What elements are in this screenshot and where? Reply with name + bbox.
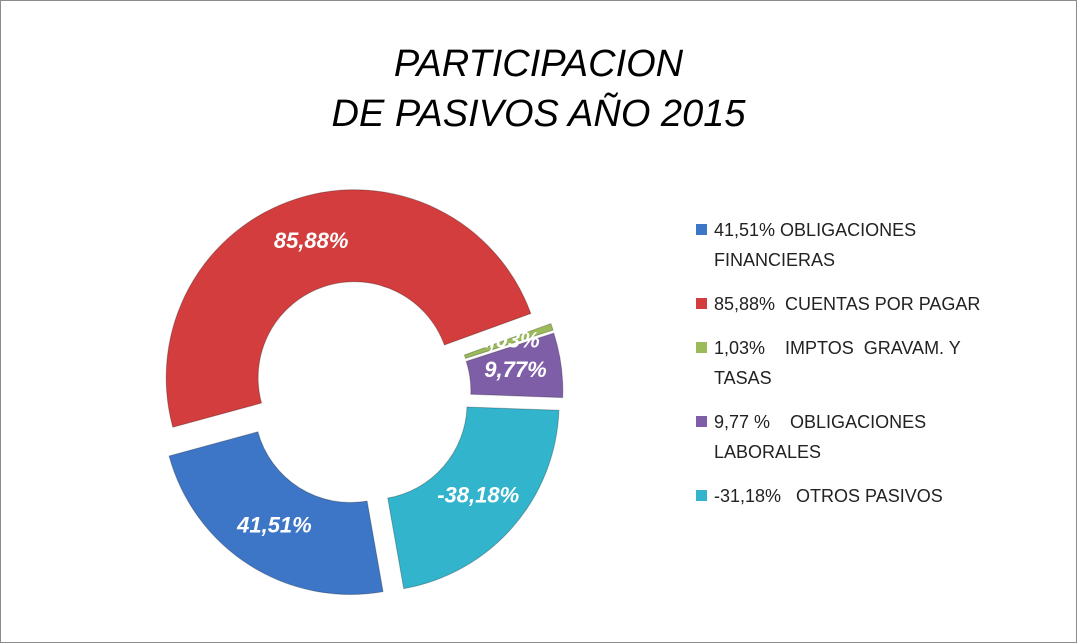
legend-swatch xyxy=(696,298,707,309)
legend-item: 9,77 % OBLIGACIONES LABORALES xyxy=(694,407,1014,467)
legend-swatch xyxy=(696,224,707,235)
donut-slice xyxy=(463,322,554,359)
donut-slice xyxy=(165,189,532,428)
legend-item: 41,51% OBLIGACIONES FINANCIERAS xyxy=(694,215,1014,275)
legend: 41,51% OBLIGACIONES FINANCIERAS 85,88% CU… xyxy=(694,215,1014,511)
data-label: 85,88% xyxy=(274,228,349,253)
donut-slice xyxy=(465,332,564,399)
legend-item: 1,03% IMPTOS GRAVAM. Y TASAS xyxy=(694,333,1014,393)
data-label: 9,77% xyxy=(484,357,546,382)
legend-swatch xyxy=(696,416,707,427)
legend-label: 9,77 % OBLIGACIONES LABORALES xyxy=(714,412,932,462)
legend-item: 85,88% CUENTAS POR PAGAR xyxy=(694,289,1014,319)
donut-slice xyxy=(168,431,384,596)
legend-item: -31,18% OTROS PASIVOS xyxy=(694,481,1014,511)
legend-label: 85,88% CUENTAS POR PAGAR xyxy=(714,294,981,314)
legend-label: 1,03% IMPTOS GRAVAM. Y TASAS xyxy=(714,338,966,388)
donut-slice xyxy=(387,406,560,590)
chart-title: PARTICIPACION DE PASIVOS AÑO 2015 xyxy=(331,43,746,135)
legend-swatch xyxy=(696,342,707,353)
legend-label: 41,51% OBLIGACIONES FINANCIERAS xyxy=(714,220,922,270)
data-label: 41,51% xyxy=(236,512,312,537)
data-label: 1,03% xyxy=(477,328,539,353)
legend-swatch xyxy=(696,490,707,501)
legend-label: -31,18% OTROS PASIVOS xyxy=(714,486,943,506)
data-label: -38,18% xyxy=(437,483,519,508)
